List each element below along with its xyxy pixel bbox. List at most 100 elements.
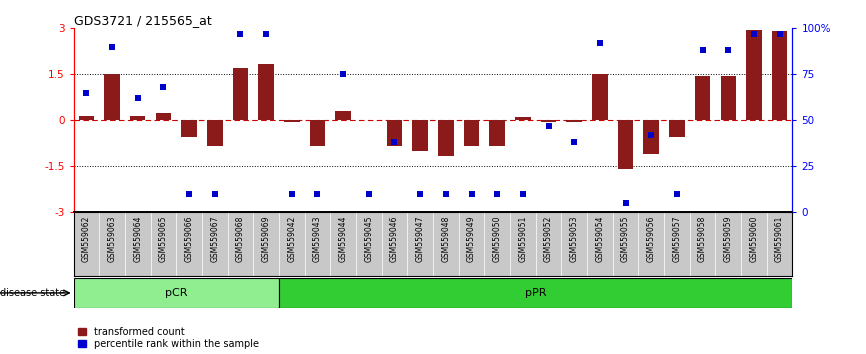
Bar <box>689 212 715 276</box>
Text: disease state: disease state <box>0 288 65 298</box>
Bar <box>766 212 792 276</box>
Bar <box>484 212 510 276</box>
Bar <box>638 212 664 276</box>
Bar <box>79 116 94 120</box>
Bar <box>356 212 382 276</box>
Bar <box>258 64 274 120</box>
Point <box>644 132 658 138</box>
Bar <box>540 120 556 122</box>
Bar <box>335 111 351 120</box>
Bar <box>459 212 484 276</box>
Bar <box>207 120 223 147</box>
Point <box>490 191 504 197</box>
Bar <box>617 120 633 170</box>
Bar <box>284 120 300 122</box>
Bar <box>464 120 479 147</box>
Bar <box>279 212 305 276</box>
Text: GSM559043: GSM559043 <box>313 216 322 262</box>
Bar <box>536 212 561 276</box>
Text: pPR: pPR <box>525 288 546 298</box>
Bar <box>253 212 279 276</box>
Text: GSM559056: GSM559056 <box>647 216 656 262</box>
Point <box>541 123 555 129</box>
Point <box>747 31 761 37</box>
Text: GSM559052: GSM559052 <box>544 216 553 262</box>
Point <box>464 191 478 197</box>
Point <box>105 44 119 50</box>
Text: GSM559058: GSM559058 <box>698 216 707 262</box>
Point <box>695 47 709 53</box>
Text: GSM559046: GSM559046 <box>390 216 399 262</box>
Text: GSM559059: GSM559059 <box>724 216 733 262</box>
Bar <box>202 212 228 276</box>
Bar <box>125 212 151 276</box>
Text: GSM559047: GSM559047 <box>416 216 424 262</box>
Bar <box>151 212 177 276</box>
Point <box>336 72 350 77</box>
Text: GSM559051: GSM559051 <box>519 216 527 262</box>
Bar <box>643 120 659 154</box>
Point <box>388 139 402 145</box>
Text: GSM559060: GSM559060 <box>749 216 759 262</box>
Point <box>80 90 94 96</box>
Text: GSM559049: GSM559049 <box>467 216 476 262</box>
Bar <box>489 120 505 147</box>
Text: GSM559062: GSM559062 <box>82 216 91 262</box>
Bar <box>695 76 710 120</box>
Point <box>157 84 171 90</box>
Bar <box>772 32 787 120</box>
Point <box>593 40 607 46</box>
Bar <box>746 30 761 120</box>
Bar <box>387 120 402 147</box>
Bar <box>156 113 171 120</box>
Text: GDS3721 / 215565_at: GDS3721 / 215565_at <box>74 14 211 27</box>
Bar <box>741 212 766 276</box>
Bar <box>715 212 741 276</box>
Text: GSM559048: GSM559048 <box>442 216 450 262</box>
Bar <box>412 120 428 151</box>
Text: GSM559061: GSM559061 <box>775 216 784 262</box>
Bar <box>510 212 536 276</box>
Point <box>721 47 735 53</box>
Bar <box>721 76 736 120</box>
Point <box>208 191 222 197</box>
Point <box>439 191 453 197</box>
Bar <box>330 212 356 276</box>
Text: GSM559054: GSM559054 <box>595 216 604 262</box>
Bar <box>382 212 407 276</box>
Bar <box>407 212 433 276</box>
Bar <box>130 116 145 120</box>
Text: GSM559063: GSM559063 <box>107 216 117 262</box>
Text: GSM559065: GSM559065 <box>159 216 168 262</box>
Text: GSM559057: GSM559057 <box>672 216 682 262</box>
Point <box>182 191 196 197</box>
Text: GSM559042: GSM559042 <box>288 216 296 262</box>
Point <box>131 96 145 101</box>
Bar <box>438 120 454 156</box>
Point <box>311 191 325 197</box>
Bar <box>74 278 279 308</box>
Point <box>567 139 581 145</box>
Bar <box>669 120 684 137</box>
Text: GSM559045: GSM559045 <box>365 216 373 262</box>
Bar <box>105 74 120 120</box>
Bar <box>305 212 330 276</box>
Point <box>516 191 530 197</box>
Point <box>234 31 248 37</box>
Bar <box>177 212 202 276</box>
Point <box>618 200 632 206</box>
Point <box>285 191 299 197</box>
Bar <box>561 212 587 276</box>
Bar <box>310 120 326 147</box>
Bar <box>664 212 689 276</box>
Text: GSM559067: GSM559067 <box>210 216 219 262</box>
Text: GSM559064: GSM559064 <box>133 216 142 262</box>
Bar <box>592 74 608 120</box>
Bar <box>612 212 638 276</box>
Bar <box>228 212 253 276</box>
Text: GSM559050: GSM559050 <box>493 216 501 262</box>
Bar <box>515 117 531 120</box>
Point <box>772 31 786 37</box>
Point <box>670 191 684 197</box>
Bar <box>74 212 100 276</box>
